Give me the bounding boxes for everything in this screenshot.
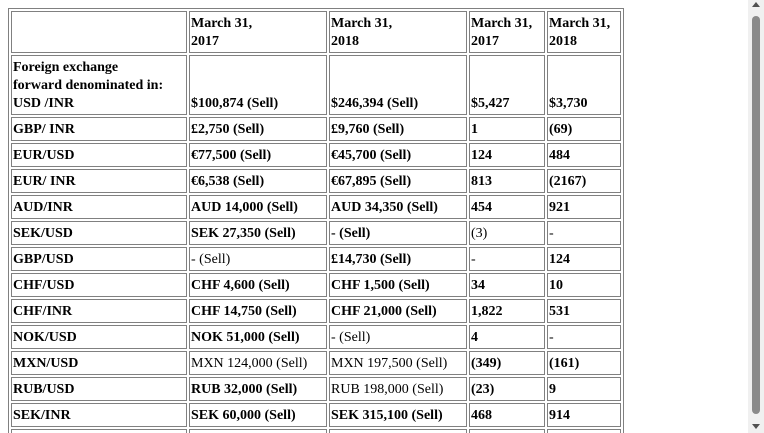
currency-pair-cell: SEK/USD xyxy=(11,221,187,245)
table-row: MXN/USD MXN 124,000 (Sell) MXN 197,500 (… xyxy=(11,351,621,375)
notional-2018-cell: MXN 197,500 (Sell) xyxy=(329,351,467,375)
header-cell-notional-2017: March 31, 2017 xyxy=(189,11,327,53)
currency-pair-cell: RUB/USD xyxy=(11,377,187,401)
notional-2017-cell: NOK 51,000 (Sell) xyxy=(189,325,327,349)
table-row: EUR/ INR €6,538 (Sell) €67,895 (Sell) 81… xyxy=(11,169,621,193)
currency-pair-cell: CHF/USD xyxy=(11,273,187,297)
header-cell-label xyxy=(11,11,187,53)
notional-2018-cell: CHF 1,500 (Sell) xyxy=(329,273,467,297)
fair-value-2018-cell: 921 xyxy=(547,195,621,219)
notional-2017-cell: CHF 4,600 (Sell) xyxy=(189,273,327,297)
currency-pair-cell: NOK/USD xyxy=(11,325,187,349)
currency-pair-cell: GBP/USD xyxy=(11,247,187,271)
currency-pair-cell: NOK/INR xyxy=(11,429,187,433)
fair-value-2017-cell: 468 xyxy=(469,403,545,427)
fair-value-2017-cell: 4 xyxy=(469,325,545,349)
notional-2018-cell: RUB 198,000 (Sell) xyxy=(329,377,467,401)
fair-value-2018-cell: 339 xyxy=(547,429,621,433)
fair-value-2017-cell: 1 xyxy=(469,117,545,141)
currency-pair-cell: MXN/USD xyxy=(11,351,187,375)
fair-value-2017-cell: 454 xyxy=(469,195,545,219)
fair-value-2018-cell: 531 xyxy=(547,299,621,323)
notional-2017-cell: MXN 124,000 (Sell) xyxy=(189,351,327,375)
table-row: EUR/USD €77,500 (Sell) €45,700 (Sell) 12… xyxy=(11,143,621,167)
fair-value-2018-cell: 124 xyxy=(547,247,621,271)
notional-2018-cell: £9,760 (Sell) xyxy=(329,117,467,141)
header-cell-notional-2018: March 31, 2018 xyxy=(329,11,467,53)
header-cell-fairvalue-2017: March 31, 2017 xyxy=(469,11,545,53)
table-row: GBP/ INR £2,750 (Sell) £9,760 (Sell) 1 (… xyxy=(11,117,621,141)
notional-2018-cell: €45,700 (Sell) xyxy=(329,143,467,167)
fair-value-2018-cell: 9 xyxy=(547,377,621,401)
currency-pair-cell: GBP/ INR xyxy=(11,117,187,141)
fair-value-2017-cell: 124 xyxy=(469,143,545,167)
notional-2018-cell: - (Sell) xyxy=(329,325,467,349)
fair-value-2017-cell: $5,427 xyxy=(469,55,545,115)
vertical-scrollbar[interactable] xyxy=(748,0,764,433)
notional-2017-cell: - (Sell) xyxy=(189,247,327,271)
fair-value-2018-cell: - xyxy=(547,221,621,245)
fair-value-2018-cell: 484 xyxy=(547,143,621,167)
fair-value-2018-cell: $3,730 xyxy=(547,55,621,115)
table-row: Foreign exchange forward denominated in:… xyxy=(11,55,621,115)
header-cell-fairvalue-2018: March 31, 2018 xyxy=(547,11,621,53)
row-label-intro: Foreign exchange forward denominated in:… xyxy=(11,55,187,115)
notional-2018-cell: €67,895 (Sell) xyxy=(329,169,467,193)
notional-2017-cell: £2,750 (Sell) xyxy=(189,117,327,141)
document-viewport: March 31, 2017 March 31, 2018 March 31, … xyxy=(8,8,624,433)
notional-2017-cell: SEK 27,350 (Sell) xyxy=(189,221,327,245)
notional-2018-cell: - (Sell) xyxy=(329,221,467,245)
notional-2017-cell: NOK 155,000 (Sell) xyxy=(189,429,327,433)
notional-2017-cell: SEK 60,000 (Sell) xyxy=(189,403,327,427)
notional-2018-cell: CHF 21,000 (Sell) xyxy=(329,299,467,323)
notional-2018-cell: SEK 315,100 (Sell) xyxy=(329,403,467,427)
notional-2017-cell: $100,874 (Sell) xyxy=(189,55,327,115)
notional-2018-cell: NOK 160,000 (Sell) xyxy=(329,429,467,433)
fair-value-2018-cell: - xyxy=(547,325,621,349)
table-row: SEK/INR SEK 60,000 (Sell) SEK 315,100 (S… xyxy=(11,403,621,427)
currency-pair-cell: CHF/INR xyxy=(11,299,187,323)
fair-value-2017-cell: 1,822 xyxy=(469,299,545,323)
scroll-up-arrow-icon[interactable] xyxy=(752,2,760,7)
fair-value-2018-cell: (69) xyxy=(547,117,621,141)
table-row: CHF/USD CHF 4,600 (Sell) CHF 1,500 (Sell… xyxy=(11,273,621,297)
fair-value-2018-cell: 914 xyxy=(547,403,621,427)
notional-2017-cell: CHF 14,750 (Sell) xyxy=(189,299,327,323)
fair-value-2017-cell: (349) xyxy=(469,351,545,375)
fair-value-2018-cell: (161) xyxy=(547,351,621,375)
fair-value-2017-cell: 34 xyxy=(469,273,545,297)
fair-value-2017-cell: (23) xyxy=(469,377,545,401)
fair-value-2017-cell: 1,638 xyxy=(469,429,545,433)
forex-forward-table: March 31, 2017 March 31, 2018 March 31, … xyxy=(8,8,624,433)
notional-2017-cell: €6,538 (Sell) xyxy=(189,169,327,193)
notional-2017-cell: AUD 14,000 (Sell) xyxy=(189,195,327,219)
notional-2018-cell: £14,730 (Sell) xyxy=(329,247,467,271)
table-row: CHF/INR CHF 14,750 (Sell) CHF 21,000 (Se… xyxy=(11,299,621,323)
notional-2018-cell: AUD 34,350 (Sell) xyxy=(329,195,467,219)
currency-pair-cell: EUR/USD xyxy=(11,143,187,167)
fair-value-2018-cell: (2167) xyxy=(547,169,621,193)
table-row: NOK/USD NOK 51,000 (Sell) - (Sell) 4 - xyxy=(11,325,621,349)
scroll-down-arrow-icon[interactable] xyxy=(752,424,760,429)
notional-2018-cell: $246,394 (Sell) xyxy=(329,55,467,115)
table-row: SEK/USD SEK 27,350 (Sell) - (Sell) (3) - xyxy=(11,221,621,245)
fair-value-2017-cell: (3) xyxy=(469,221,545,245)
table-row: AUD/INR AUD 14,000 (Sell) AUD 34,350 (Se… xyxy=(11,195,621,219)
notional-2017-cell: RUB 32,000 (Sell) xyxy=(189,377,327,401)
fair-value-2018-cell: 10 xyxy=(547,273,621,297)
table-row: RUB/USD RUB 32,000 (Sell) RUB 198,000 (S… xyxy=(11,377,621,401)
scrollbar-thumb[interactable] xyxy=(752,16,760,414)
table-row: NOK/INR NOK 155,000 (Sell) NOK 160,000 (… xyxy=(11,429,621,433)
fair-value-2017-cell: 813 xyxy=(469,169,545,193)
currency-pair-cell: EUR/ INR xyxy=(11,169,187,193)
currency-pair-cell: SEK/INR xyxy=(11,403,187,427)
fair-value-2017-cell: - xyxy=(469,247,545,271)
table-header-row: March 31, 2017 March 31, 2018 March 31, … xyxy=(11,11,621,53)
currency-pair-cell: AUD/INR xyxy=(11,195,187,219)
notional-2017-cell: €77,500 (Sell) xyxy=(189,143,327,167)
table-row: GBP/USD - (Sell) £14,730 (Sell) - 124 xyxy=(11,247,621,271)
